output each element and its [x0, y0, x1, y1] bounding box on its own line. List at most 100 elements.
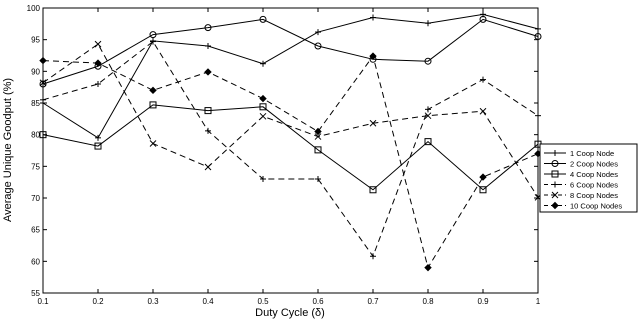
- data-point: [479, 186, 487, 194]
- series-lines: [39, 11, 542, 272]
- data-point: [315, 29, 321, 36]
- legend-entry: 2 Coop Nodes: [544, 160, 618, 169]
- legend-entry: 10 Coop Nodes: [544, 202, 622, 211]
- x-tick-label: 0.2: [92, 297, 104, 306]
- x-axis: 0.1 0.2 0.3 0.4 0.5 0.6 0.7 0.8 0.9 1: [37, 8, 541, 306]
- data-point: [424, 112, 432, 120]
- data-point: [95, 81, 101, 87]
- data-point: [204, 107, 212, 115]
- data-point: [149, 31, 157, 39]
- y-tick-label: 85: [31, 99, 40, 108]
- x-tick-label: 1: [536, 297, 541, 306]
- data-point: [204, 24, 212, 32]
- data-point: [260, 60, 266, 67]
- series-line: [42, 13, 539, 139]
- y-tick-label: 80: [31, 131, 40, 140]
- data-point: [149, 86, 157, 95]
- data-point: [424, 57, 432, 65]
- legend-box: [539, 143, 638, 213]
- x-tick-label: 0.9: [477, 297, 489, 306]
- data-point: [39, 56, 47, 65]
- data-point: [315, 176, 321, 182]
- legend-marker: [551, 160, 559, 167]
- data-point: [479, 107, 487, 115]
- legend-entry: 4 Coop Nodes: [544, 170, 618, 179]
- data-point: [479, 173, 487, 181]
- data-point: [534, 33, 542, 40]
- data-point: [150, 38, 156, 45]
- y-tick-label: 70: [31, 194, 40, 203]
- data-point: [480, 76, 486, 83]
- data-point: [204, 163, 212, 171]
- legend-label: 4 Coop Nodes: [570, 170, 618, 179]
- x-tick-label: 0.4: [202, 297, 214, 306]
- data-point: [260, 176, 266, 182]
- data-point: [479, 15, 487, 23]
- series-line: [42, 18, 539, 85]
- plot-area: [42, 7, 539, 294]
- legend-entry: 1 Coop Node: [544, 149, 614, 158]
- x-tick-label: 0.3: [147, 297, 159, 306]
- data-point: [205, 43, 211, 49]
- y-tick-label: 75: [31, 162, 40, 171]
- legend-marker: [552, 150, 558, 156]
- data-point: [314, 127, 322, 136]
- data-point: [369, 186, 377, 194]
- series-line: [42, 54, 539, 269]
- y-tick-label: 100: [27, 4, 41, 13]
- series-4: [40, 38, 541, 260]
- legend-label: 8 Coop Nodes: [570, 191, 618, 200]
- legend-label: 10 Coop Nodes: [570, 202, 622, 211]
- data-point: [535, 112, 541, 119]
- data-point: [314, 133, 322, 140]
- x-tick-label: 0.8: [422, 297, 434, 306]
- legend-marker: [551, 170, 559, 178]
- series-line: [42, 104, 539, 191]
- y-axis-label: Average Unique Goodput (%): [2, 78, 14, 222]
- series-line: [42, 40, 539, 258]
- data-point: [424, 263, 432, 272]
- series-3: [39, 101, 542, 194]
- data-point: [94, 142, 102, 150]
- data-point: [259, 103, 267, 111]
- data-point: [370, 14, 376, 21]
- data-point: [149, 140, 157, 147]
- y-tick-label: 90: [31, 67, 40, 76]
- data-point: [39, 79, 47, 87]
- data-point: [39, 80, 47, 88]
- legend-label: 2 Coop Nodes: [570, 160, 618, 169]
- legend-entry: 8 Coop Nodes: [544, 191, 618, 200]
- data-point: [425, 106, 431, 113]
- x-axis-label: Duty Cycle (δ): [255, 307, 325, 319]
- y-tick-label: 60: [31, 257, 40, 266]
- data-point: [94, 59, 102, 67]
- data-point: [259, 15, 267, 23]
- x-tick-label: 0.1: [37, 297, 49, 306]
- legend-marker: [552, 181, 558, 188]
- series-1: [40, 11, 541, 141]
- data-point: [424, 138, 432, 146]
- data-point: [39, 131, 47, 139]
- data-point: [425, 20, 431, 27]
- data-point: [369, 119, 377, 127]
- y-tick-label: 55: [31, 289, 40, 298]
- data-point: [259, 112, 267, 120]
- data-point: [204, 68, 212, 76]
- legend-marker: [551, 191, 559, 199]
- x-tick-label: 0.7: [367, 297, 379, 306]
- series-6: [39, 52, 542, 272]
- series-2: [39, 15, 542, 88]
- series-line: [42, 43, 539, 198]
- y-tick-label: 65: [31, 226, 40, 235]
- data-point: [370, 253, 376, 260]
- legend-marker: [551, 201, 559, 210]
- data-point: [369, 52, 377, 60]
- data-point: [314, 146, 322, 154]
- x-tick-label: 0.5: [257, 297, 269, 306]
- data-point: [205, 127, 211, 134]
- legend-label: 1 Coop Node: [570, 149, 614, 158]
- data-point: [259, 94, 267, 103]
- data-point: [95, 134, 101, 141]
- legend-label: 6 Coop Nodes: [570, 181, 618, 190]
